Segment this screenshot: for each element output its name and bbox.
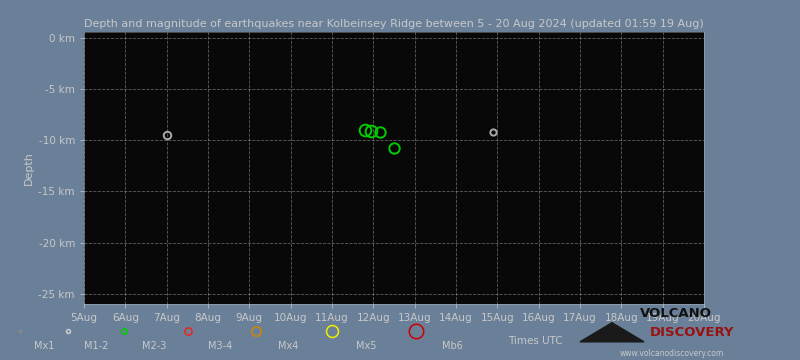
Text: Mb6: Mb6: [442, 341, 463, 351]
Text: Times UTC: Times UTC: [508, 336, 562, 346]
Text: VOLCANO: VOLCANO: [640, 307, 712, 320]
Text: Mx1: Mx1: [34, 341, 54, 351]
Text: www.volcanodiscovery.com: www.volcanodiscovery.com: [620, 350, 724, 359]
Title: Depth and magnitude of earthquakes near Kolbeinsey Ridge between 5 - 20 Aug 2024: Depth and magnitude of earthquakes near …: [84, 19, 704, 29]
Text: Mx4: Mx4: [278, 341, 298, 351]
Text: Mx5: Mx5: [356, 341, 377, 351]
Text: M2-3: M2-3: [142, 341, 166, 351]
Text: M1-2: M1-2: [84, 341, 108, 351]
Text: M3-4: M3-4: [208, 341, 232, 351]
Y-axis label: Depth: Depth: [24, 151, 34, 185]
Text: DISCOVERY: DISCOVERY: [650, 326, 734, 339]
Polygon shape: [580, 323, 644, 342]
